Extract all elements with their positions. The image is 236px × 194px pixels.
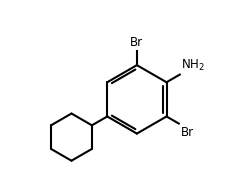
Text: Br: Br (181, 126, 194, 139)
Text: Br: Br (130, 36, 143, 49)
Text: NH$_2$: NH$_2$ (181, 58, 205, 73)
